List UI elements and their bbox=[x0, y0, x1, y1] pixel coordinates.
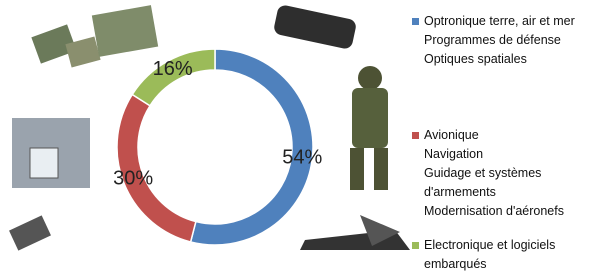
legend-item: Electronique et logiciels embarqués bbox=[412, 236, 588, 274]
image-binoculars bbox=[273, 4, 357, 50]
image-soldier bbox=[350, 66, 388, 190]
legend-swatch bbox=[412, 132, 419, 139]
image-cockpit bbox=[12, 118, 90, 188]
image-drone bbox=[300, 215, 410, 250]
data-label: 30% bbox=[113, 168, 153, 190]
legend-text: Optronique terre, air et mer Programmes … bbox=[424, 14, 575, 66]
legend-text: Electronique et logiciels embarqués bbox=[424, 238, 555, 271]
legend-text: Avionique Navigation Guidage et systèmes… bbox=[424, 128, 564, 218]
legend-item: Avionique Navigation Guidage et systèmes… bbox=[412, 126, 588, 221]
legend-swatch bbox=[412, 18, 419, 25]
image-device bbox=[9, 215, 51, 250]
legend-swatch bbox=[412, 242, 419, 249]
legend-item: Optronique terre, air et mer Programmes … bbox=[412, 12, 588, 69]
image-electronics-boards bbox=[31, 5, 158, 67]
data-label: 16% bbox=[153, 58, 193, 80]
data-label: 54% bbox=[282, 146, 322, 168]
page: 54% 30% 16% Optronique terre, air et mer P… bbox=[0, 0, 590, 275]
